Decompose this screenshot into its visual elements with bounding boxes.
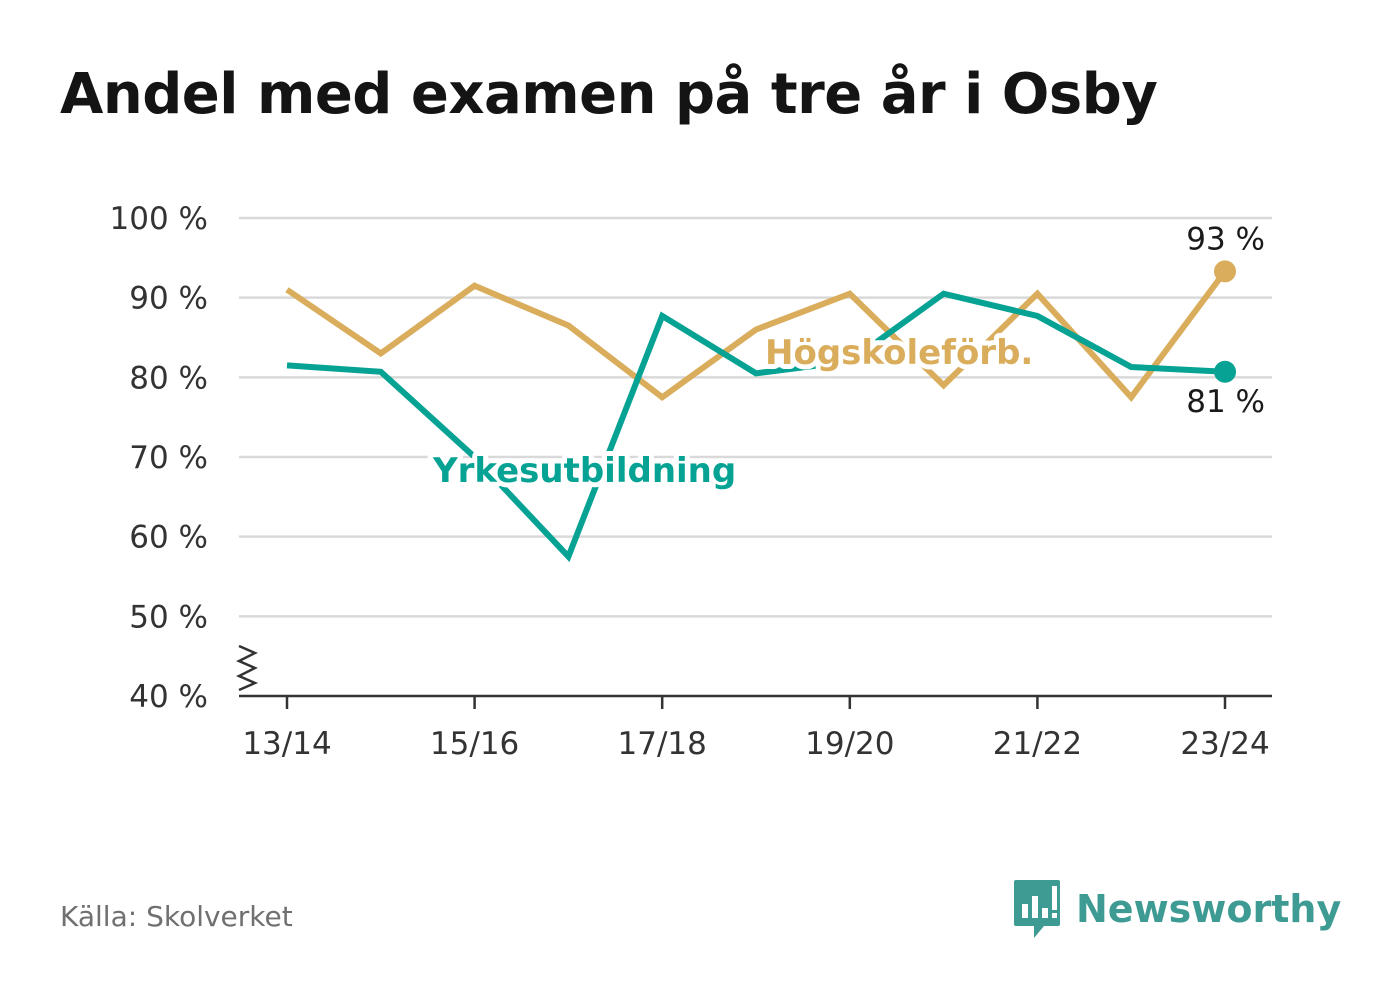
x-tick-label: 13/14 bbox=[242, 726, 331, 762]
chart-title: Andel med examen på tre år i Osby bbox=[60, 62, 1158, 127]
y-tick-label: 70 % bbox=[129, 440, 208, 476]
bar-chart-speech-bubble-icon bbox=[1014, 880, 1060, 938]
y-tick-label: 40 % bbox=[129, 679, 208, 715]
series-line-yrkesutbildning bbox=[286, 290, 1226, 563]
y-tick-label: 90 % bbox=[129, 281, 208, 317]
series-labels: Högskoleförb. Yrkesutbildning 93 % 81 % bbox=[427, 216, 1270, 496]
x-tick-label: 21/22 bbox=[993, 726, 1082, 762]
end-value-label-hogskoleforb: 93 % bbox=[1186, 221, 1265, 257]
x-tick-label: 15/16 bbox=[430, 726, 519, 762]
y-axis-tick-labels: 40 % 50 % 60 % 70 % 80 % 90 % 100 % bbox=[110, 201, 208, 715]
brand-logo: Newsworthy bbox=[1012, 878, 1341, 940]
y-tick-label: 80 % bbox=[129, 360, 208, 396]
brand-name: Newsworthy bbox=[1076, 887, 1342, 931]
x-axis bbox=[236, 644, 1272, 709]
end-marker-hogskoleforb bbox=[1214, 260, 1236, 283]
x-tick-label: 19/20 bbox=[805, 726, 894, 762]
line-chart: 40 % 50 % 60 % 70 % 80 % 90 % 100 % 13/14 15/16… bbox=[110, 201, 1272, 762]
x-tick-label: 17/18 bbox=[618, 726, 707, 762]
x-tick-label: 23/24 bbox=[1180, 726, 1269, 762]
series-lines bbox=[285, 260, 1236, 563]
gridlines bbox=[239, 216, 1272, 618]
y-tick-label: 100 % bbox=[110, 201, 208, 237]
y-tick-label: 50 % bbox=[129, 599, 208, 635]
x-axis-tick-labels: 13/14 15/16 17/18 19/20 21/22 23/24 bbox=[242, 726, 1269, 762]
end-value-label-yrkesutbildning: 81 % bbox=[1186, 384, 1265, 420]
source-note: Källa: Skolverket bbox=[60, 900, 293, 933]
series-line-hogskoleforb bbox=[285, 269, 1228, 402]
end-marker-yrkesutbildning bbox=[1214, 360, 1236, 383]
series-label-hogskoleforb: Högskoleförb. bbox=[765, 333, 1033, 373]
axis-break-marker bbox=[236, 644, 259, 692]
y-tick-label: 60 % bbox=[129, 520, 208, 556]
series-label-yrkesutbildning: Yrkesutbildning bbox=[432, 451, 736, 491]
